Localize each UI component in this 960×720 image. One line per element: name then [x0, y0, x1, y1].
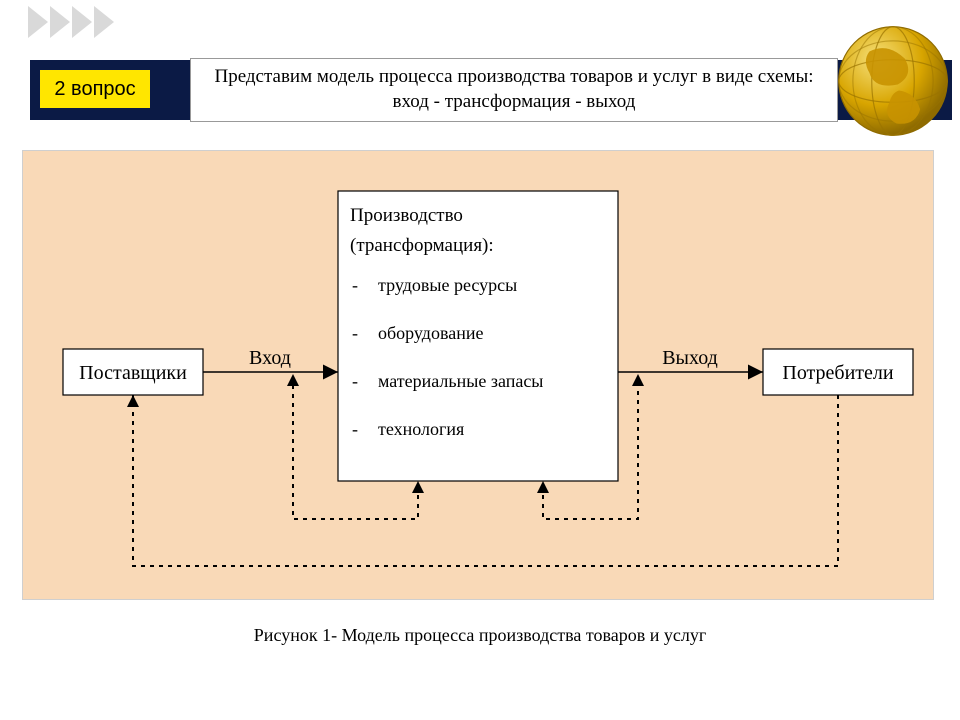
svg-text:технология: технология	[378, 419, 464, 439]
flowchart-svg: Поставщики Потребители Производство (трансф…	[23, 151, 933, 599]
chevron-icon	[28, 6, 48, 38]
svg-text:Производство: Производство	[350, 205, 463, 226]
question-badge: 2 вопрос	[40, 70, 150, 108]
globe-icon	[834, 22, 952, 140]
svg-text:материальные запасы: материальные запасы	[378, 371, 543, 391]
figure-caption-text: Рисунок 1- Модель процесса производства …	[254, 625, 706, 645]
svg-text:оборудование: оборудование	[378, 323, 483, 343]
slide-title-text: Представим модель процесса производства …	[201, 65, 827, 114]
figure-caption: Рисунок 1- Модель процесса производства …	[0, 625, 960, 646]
chevron-icon	[94, 6, 114, 38]
svg-text:-: -	[352, 371, 358, 391]
question-badge-text: 2 вопрос	[54, 78, 135, 101]
svg-text:Поставщики: Поставщики	[79, 362, 187, 384]
chevron-icon	[72, 6, 92, 38]
svg-text:-: -	[352, 275, 358, 295]
chevron-icon	[50, 6, 70, 38]
svg-text:(трансформация):: (трансформация):	[350, 235, 494, 256]
svg-text:Вход: Вход	[249, 347, 291, 369]
slide-title-box: Представим модель процесса производства …	[190, 58, 838, 122]
svg-text:-: -	[352, 323, 358, 343]
svg-text:Потребители: Потребители	[782, 362, 894, 384]
svg-text:Выход: Выход	[662, 347, 718, 369]
svg-text:трудовые ресурсы: трудовые ресурсы	[378, 275, 517, 295]
header-chevrons	[28, 6, 114, 38]
diagram-canvas: Поставщики Потребители Производство (трансф…	[22, 150, 934, 600]
svg-text:-: -	[352, 419, 358, 439]
